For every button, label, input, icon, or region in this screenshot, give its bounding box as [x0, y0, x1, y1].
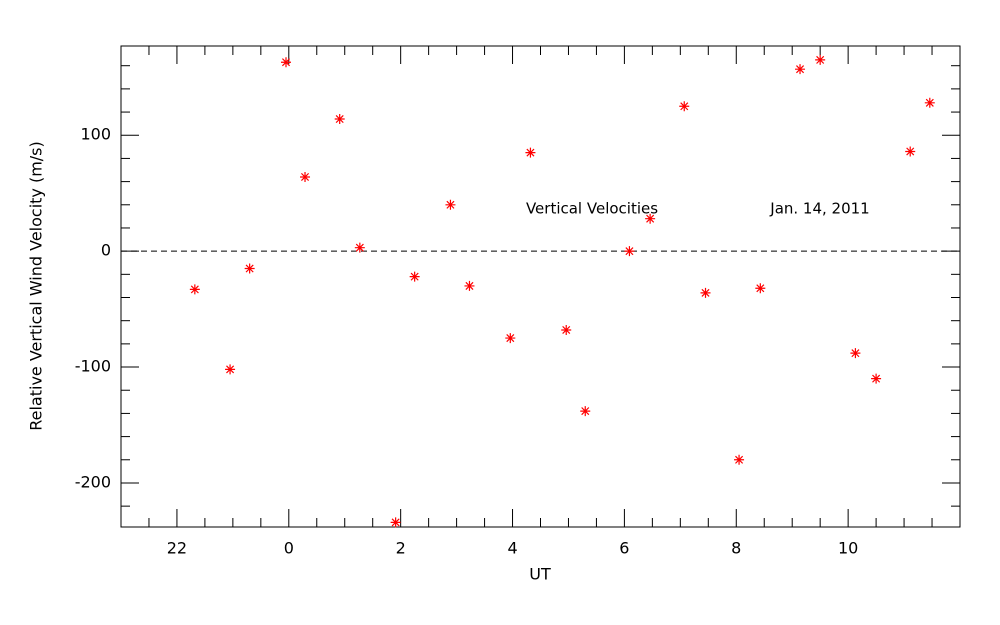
plot-frame — [120, 45, 961, 528]
data-point — [734, 454, 745, 465]
data-point — [755, 283, 766, 294]
data-point — [225, 364, 236, 375]
data-point — [464, 280, 475, 291]
data-point — [300, 171, 311, 182]
y-tick-label: 0 — [101, 241, 111, 260]
data-point — [645, 213, 656, 224]
data-point — [580, 406, 591, 417]
y-tick-label: -100 — [75, 357, 111, 376]
y-tick-label: 100 — [80, 125, 111, 144]
data-point — [679, 101, 690, 112]
data-point — [924, 97, 935, 108]
data-point — [905, 146, 916, 157]
data-point — [871, 373, 882, 384]
data-point — [390, 517, 401, 528]
data-point — [409, 271, 420, 282]
data-point — [505, 333, 516, 344]
data-point — [445, 199, 456, 210]
data-point — [795, 64, 806, 75]
data-point — [815, 54, 826, 65]
x-tick-label: 6 — [619, 539, 629, 558]
annotation: Jan. 14, 2011 — [769, 200, 869, 218]
x-tick-label: 2 — [396, 539, 406, 558]
x-axis-label: UT — [529, 565, 551, 584]
x-tick-label: 0 — [284, 539, 294, 558]
data-point — [189, 284, 200, 295]
y-tick-label: -200 — [75, 472, 111, 491]
data-point — [354, 242, 365, 253]
y-axis-label: Relative Vertical Wind Velocity (m/s) — [27, 141, 46, 431]
data-point — [850, 348, 861, 359]
data-point — [624, 246, 635, 257]
data-point — [561, 324, 572, 335]
data-point — [700, 287, 711, 298]
x-tick-label: 4 — [507, 539, 517, 558]
x-tick-label: 8 — [731, 539, 741, 558]
data-point — [334, 114, 345, 125]
data-point — [244, 263, 255, 274]
data-point — [525, 147, 536, 158]
x-tick-label: 10 — [838, 539, 858, 558]
data-point — [281, 57, 292, 68]
annotation: Vertical Velocities — [526, 200, 658, 218]
x-tick-label: 22 — [167, 539, 187, 558]
